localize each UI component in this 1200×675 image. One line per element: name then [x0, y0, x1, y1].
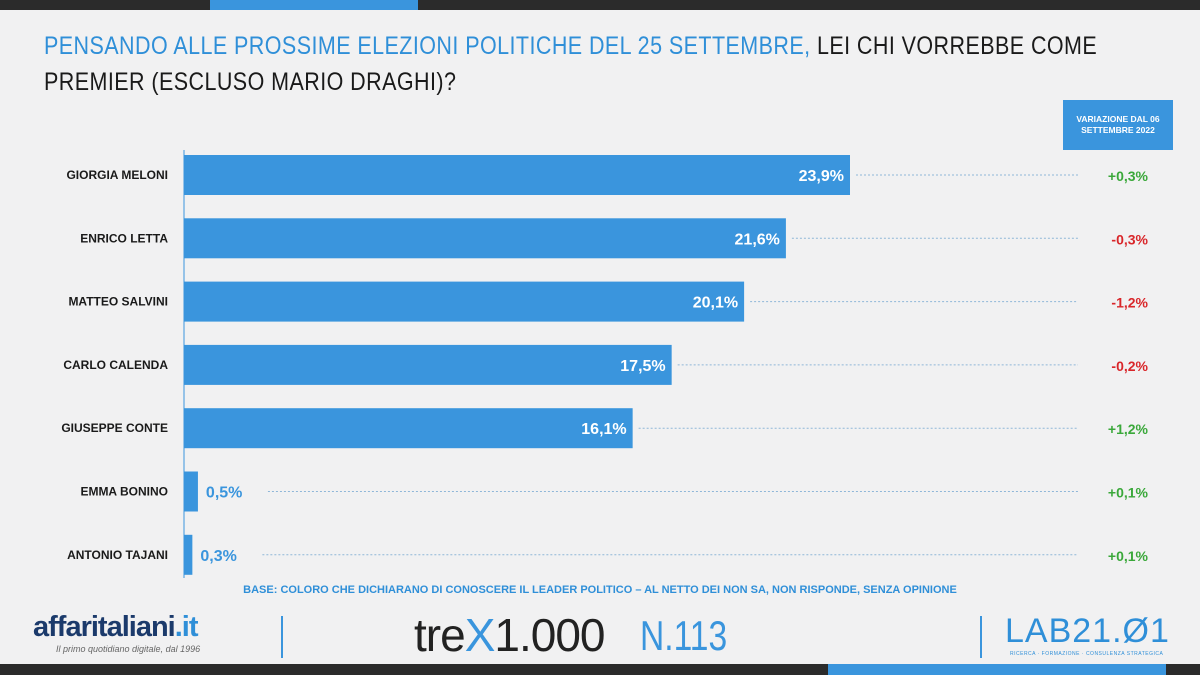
logo-affari-text: affaritaliani	[33, 611, 176, 643]
base-note: BASE: COLORO CHE DICHIARANO DI CONOSCERE…	[0, 584, 1200, 596]
issue-number: N.113	[640, 612, 728, 659]
bar	[184, 471, 198, 512]
variation-label: +0,1%	[1108, 485, 1149, 501]
variation-label: +1,2%	[1108, 421, 1149, 437]
category-label: EMMA BONINO	[80, 485, 168, 499]
value-label: 23,9%	[799, 168, 844, 185]
value-label: 0,5%	[206, 485, 242, 502]
bar	[184, 534, 193, 575]
variation-header: VARIAZIONE DAL 06 SETTEMBRE 2022	[1063, 100, 1173, 150]
affaritaliani-logo: affaritaliani.it	[33, 611, 198, 644]
chart-title: PENSANDO ALLE PROSSIME ELEZIONI POLITICH…	[44, 28, 1162, 100]
lab2101-tagline: RICERCA · FORMAZIONE · CONSULENZA STRATE…	[1010, 651, 1164, 657]
variation-label: +0,1%	[1108, 548, 1149, 564]
bar	[184, 281, 745, 322]
category-label: GIUSEPPE CONTE	[61, 421, 168, 435]
divider	[281, 616, 283, 658]
top-bar-accent	[210, 0, 418, 10]
bottom-bar	[0, 664, 1200, 675]
base-note-text: BASE: COLORO CHE DICHIARANO DI CONOSCERE…	[243, 584, 957, 596]
variation-label: +0,3%	[1108, 168, 1149, 184]
title-highlight: PENSANDO ALLE PROSSIME ELEZIONI POLITICH…	[44, 32, 811, 60]
affaritaliani-tagline: Il primo quotidiano digitale, dal 1996	[56, 644, 201, 654]
title-rest: LEI CHI VORREBBE COME PREMIER (ESCLUSO M…	[44, 32, 1098, 96]
logo-affari-tld: .it	[174, 611, 199, 643]
variation-label: -0,2%	[1111, 358, 1148, 374]
divider	[980, 616, 982, 658]
lab2101-logo: LAB21.Ø1	[1005, 612, 1170, 650]
value-label: 20,1%	[693, 295, 738, 312]
category-label: CARLO CALENDA	[63, 358, 168, 372]
value-label: 0,3%	[200, 548, 236, 565]
category-label: MATTEO SALVINI	[68, 295, 168, 309]
bottom-bar-accent	[828, 664, 1166, 675]
value-label: 17,5%	[620, 358, 665, 375]
value-label: 21,6%	[735, 231, 780, 248]
variation-label: -1,2%	[1111, 295, 1148, 311]
variation-label: -0,3%	[1111, 231, 1148, 247]
trex-x: X	[464, 609, 496, 661]
value-label: 16,1%	[581, 421, 626, 438]
category-label: GIORGIA MELONI	[66, 168, 168, 182]
trex-b: 1.000	[494, 609, 605, 661]
category-label: ENRICO LETTA	[80, 231, 168, 245]
top-bar	[0, 0, 1200, 10]
bar	[184, 344, 672, 385]
bar	[184, 218, 786, 259]
bar	[184, 155, 850, 195]
trex-a: tre	[414, 609, 466, 661]
bar	[184, 408, 633, 449]
category-label: ANTONIO TAJANI	[67, 548, 168, 562]
trex-logo: treX1.000	[414, 608, 606, 662]
